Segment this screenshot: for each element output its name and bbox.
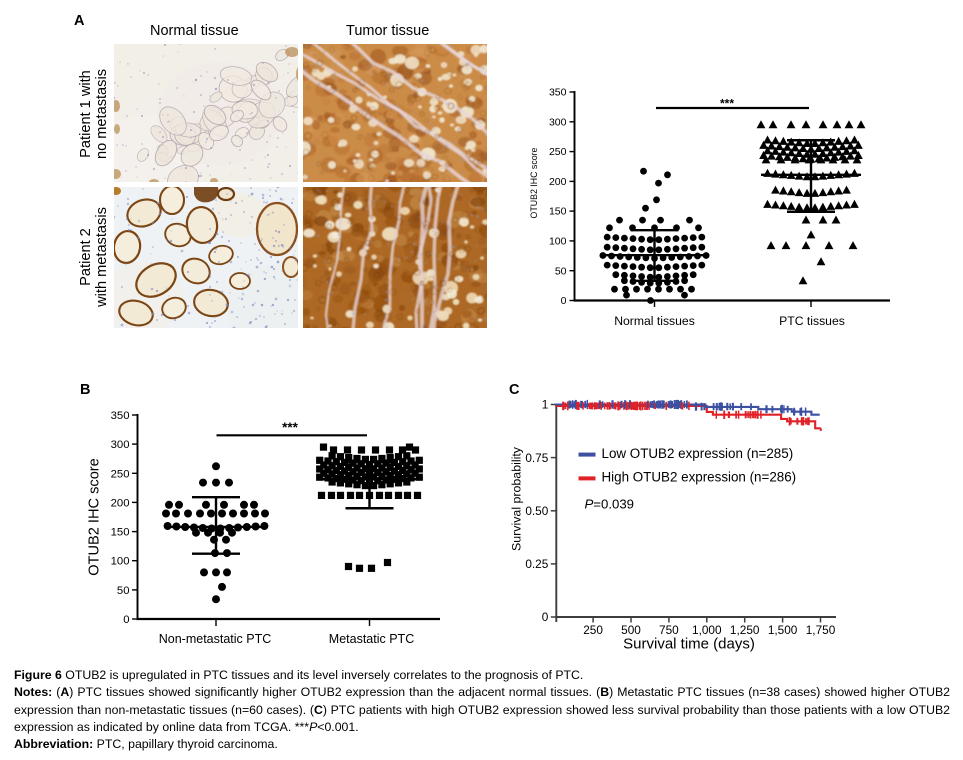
svg-text:100: 100: [549, 236, 567, 248]
svg-text:1,500: 1,500: [768, 623, 798, 637]
svg-text:250: 250: [111, 468, 130, 480]
svg-text:***: ***: [720, 97, 734, 111]
svg-text:500: 500: [621, 623, 641, 637]
svg-text:***: ***: [282, 420, 299, 435]
svg-text:0.75: 0.75: [525, 451, 548, 465]
svg-text:50: 50: [117, 585, 130, 597]
svg-text:200: 200: [549, 176, 567, 188]
svg-text:1: 1: [542, 398, 549, 412]
svg-text:High OTUB2 expression (n=286): High OTUB2 expression (n=286): [602, 470, 797, 485]
svg-text:350: 350: [549, 87, 567, 99]
svg-text:1,000: 1,000: [692, 623, 722, 637]
svg-text:Normal tissues: Normal tissues: [614, 314, 695, 328]
svg-text:OTUB2 IHC score: OTUB2 IHC score: [529, 147, 539, 218]
svg-text:P=0.039: P=0.039: [585, 497, 635, 512]
svg-text:0: 0: [542, 610, 549, 624]
svg-text:300: 300: [111, 439, 130, 451]
svg-text:300: 300: [549, 116, 567, 128]
svg-text:50: 50: [555, 265, 567, 277]
svg-text:350: 350: [111, 410, 130, 422]
svg-text:100: 100: [111, 556, 130, 568]
svg-text:Survival time (days): Survival time (days): [623, 636, 755, 653]
svg-text:150: 150: [549, 206, 567, 218]
svg-text:1,250: 1,250: [730, 623, 760, 637]
svg-text:0: 0: [123, 614, 129, 626]
svg-text:PTC tissues: PTC tissues: [779, 314, 845, 328]
svg-text:Metastatic PTC: Metastatic PTC: [329, 632, 414, 646]
svg-text:150: 150: [111, 527, 130, 539]
svg-text:Non-metastatic PTC: Non-metastatic PTC: [159, 632, 272, 646]
svg-text:Survival probability: Survival probability: [510, 446, 524, 551]
svg-text:0: 0: [561, 295, 567, 307]
svg-text:0.50: 0.50: [525, 504, 548, 518]
svg-text:1,750: 1,750: [806, 623, 836, 637]
svg-text:200: 200: [111, 497, 130, 509]
svg-text:Low OTUB2 expression (n=285): Low OTUB2 expression (n=285): [602, 446, 794, 461]
svg-text:750: 750: [659, 623, 679, 637]
svg-text:250: 250: [549, 146, 567, 158]
svg-text:250: 250: [583, 623, 603, 637]
svg-text:OTUB2 IHC score: OTUB2 IHC score: [87, 458, 103, 576]
svg-text:0.25: 0.25: [525, 557, 548, 571]
